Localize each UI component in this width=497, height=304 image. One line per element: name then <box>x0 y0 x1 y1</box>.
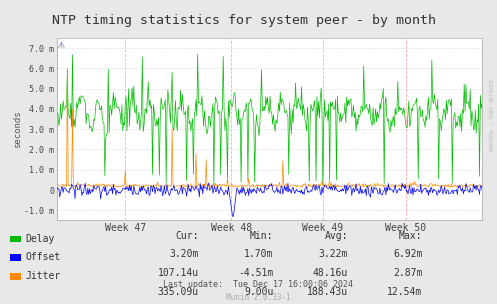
Text: 9.00u: 9.00u <box>244 287 273 297</box>
Text: 2.87m: 2.87m <box>393 268 422 278</box>
Text: Offset: Offset <box>26 253 61 262</box>
Text: Last update:  Tue Dec 17 16:00:06 2024: Last update: Tue Dec 17 16:00:06 2024 <box>164 280 353 289</box>
Text: -4.51m: -4.51m <box>238 268 273 278</box>
Text: 3.22m: 3.22m <box>319 250 348 259</box>
Text: RRDTOOL / TOBI OETIKER: RRDTOOL / TOBI OETIKER <box>490 80 495 151</box>
Text: 335.09u: 335.09u <box>158 287 199 297</box>
Text: 3.20m: 3.20m <box>169 250 199 259</box>
Text: 12.54m: 12.54m <box>387 287 422 297</box>
Text: NTP timing statistics for system peer - by month: NTP timing statistics for system peer - … <box>52 14 435 27</box>
Text: 48.16u: 48.16u <box>313 268 348 278</box>
Text: 107.14u: 107.14u <box>158 268 199 278</box>
Y-axis label: seconds: seconds <box>12 110 21 148</box>
Text: 188.43u: 188.43u <box>307 287 348 297</box>
Text: Delay: Delay <box>26 234 55 244</box>
Text: Max:: Max: <box>399 231 422 240</box>
Text: 1.70m: 1.70m <box>244 250 273 259</box>
Text: 6.92m: 6.92m <box>393 250 422 259</box>
Text: Munin 2.0.33-1: Munin 2.0.33-1 <box>226 293 291 302</box>
Text: Jitter: Jitter <box>26 271 61 281</box>
Text: Avg:: Avg: <box>325 231 348 240</box>
Text: Cur:: Cur: <box>175 231 199 240</box>
Text: Min:: Min: <box>250 231 273 240</box>
